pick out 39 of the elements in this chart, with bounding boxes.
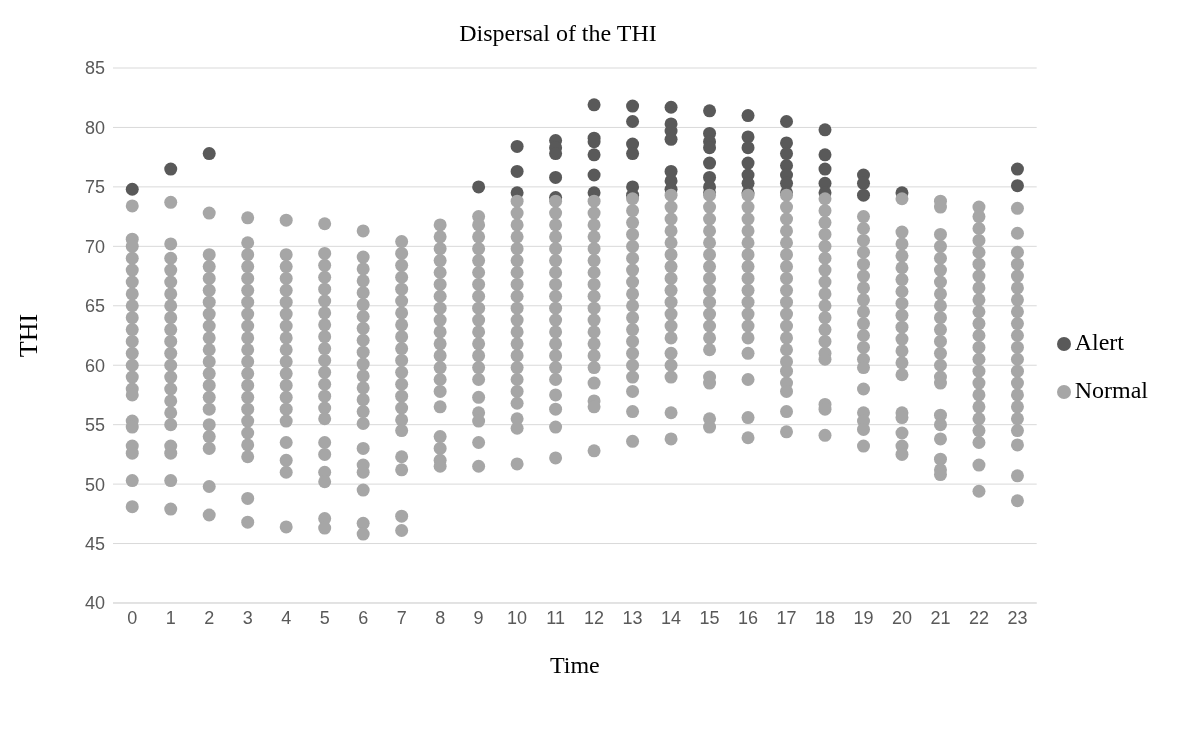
chart-title: Dispersal of the THI [458, 20, 658, 47]
x-tick-label: 15 [699, 607, 720, 628]
x-tick-label: 8 [435, 607, 446, 628]
x-axis-title: Time [549, 652, 600, 678]
x-tick-label: 20 [891, 607, 912, 628]
y-tick-label: 55 [84, 415, 105, 436]
y-tick-label: 75 [84, 177, 105, 198]
x-tick-label: 0 [127, 607, 138, 628]
x-tick-label: 22 [968, 607, 989, 628]
y-tick-label: 40 [84, 593, 105, 614]
x-tick-label: 18 [814, 607, 836, 628]
x-tick-label: 4 [281, 607, 292, 628]
x-tick-label: 7 [396, 607, 407, 628]
x-tick-label: 14 [661, 607, 682, 628]
x-tick-label: 6 [358, 607, 369, 628]
y-tick-label: 85 [84, 58, 105, 79]
x-tick-label: 9 [473, 607, 484, 628]
x-tick-label: 16 [738, 607, 759, 628]
y-tick-label: 65 [84, 296, 105, 317]
y-tick-label: 60 [84, 355, 105, 376]
x-tick-label: 10 [507, 607, 528, 628]
y-tick-label: 45 [84, 533, 105, 554]
y-axis-title: THI [14, 313, 44, 358]
legend-label: Alert [1074, 328, 1124, 355]
x-tick-label: 2 [204, 607, 215, 628]
y-tick-label: 80 [84, 117, 105, 138]
x-tick-label: 23 [1007, 607, 1028, 628]
x-tick-label: 21 [930, 607, 951, 628]
legend-label: Normal [1074, 376, 1148, 403]
x-tick-label: 5 [319, 607, 330, 628]
x-tick-label: 11 [546, 607, 565, 628]
y-tick-label: 50 [84, 474, 105, 495]
x-tick-label: 13 [622, 607, 643, 628]
x-tick-label: 12 [584, 607, 605, 628]
x-tick-label: 19 [853, 607, 874, 628]
y-tick-label: 70 [84, 236, 105, 257]
x-tick-label: 3 [242, 607, 253, 628]
x-tick-label: 1 [165, 607, 176, 628]
x-tick-label: 17 [776, 607, 797, 628]
